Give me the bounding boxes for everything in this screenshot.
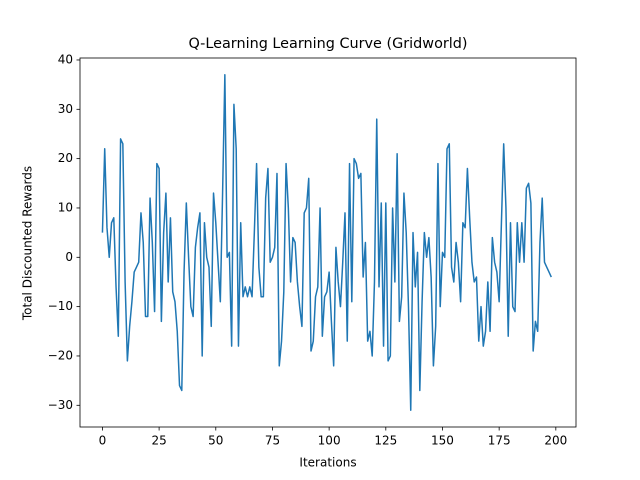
x-axis-label: Iterations — [299, 456, 356, 470]
plot-frame — [79, 57, 577, 428]
y-tick-label: −20 — [48, 348, 73, 362]
y-tick-label: 0 — [65, 250, 73, 264]
y-tick-label: −30 — [48, 398, 73, 412]
y-tick-label: 10 — [58, 200, 73, 214]
x-tick-label: 0 — [99, 434, 107, 448]
x-tick-label: 100 — [318, 434, 341, 448]
x-tick-label: 175 — [488, 434, 511, 448]
x-tick-label: 150 — [431, 434, 454, 448]
x-tick-label: 125 — [374, 434, 397, 448]
y-tick-label: 40 — [58, 52, 73, 66]
y-axis-label: Total Discounted Rewards — [21, 166, 35, 321]
x-tick-label: 75 — [265, 434, 280, 448]
y-tick-label: 20 — [58, 151, 73, 165]
line — [101, 74, 552, 411]
y-tick-label: −10 — [48, 299, 73, 313]
x-tick-label: 200 — [544, 434, 567, 448]
x-tick-label: 50 — [208, 434, 223, 448]
chart-title: Q-Learning Learning Curve (Gridworld) — [188, 36, 467, 52]
x-tick-label: 25 — [151, 434, 166, 448]
y-tick-label: 30 — [58, 102, 73, 116]
